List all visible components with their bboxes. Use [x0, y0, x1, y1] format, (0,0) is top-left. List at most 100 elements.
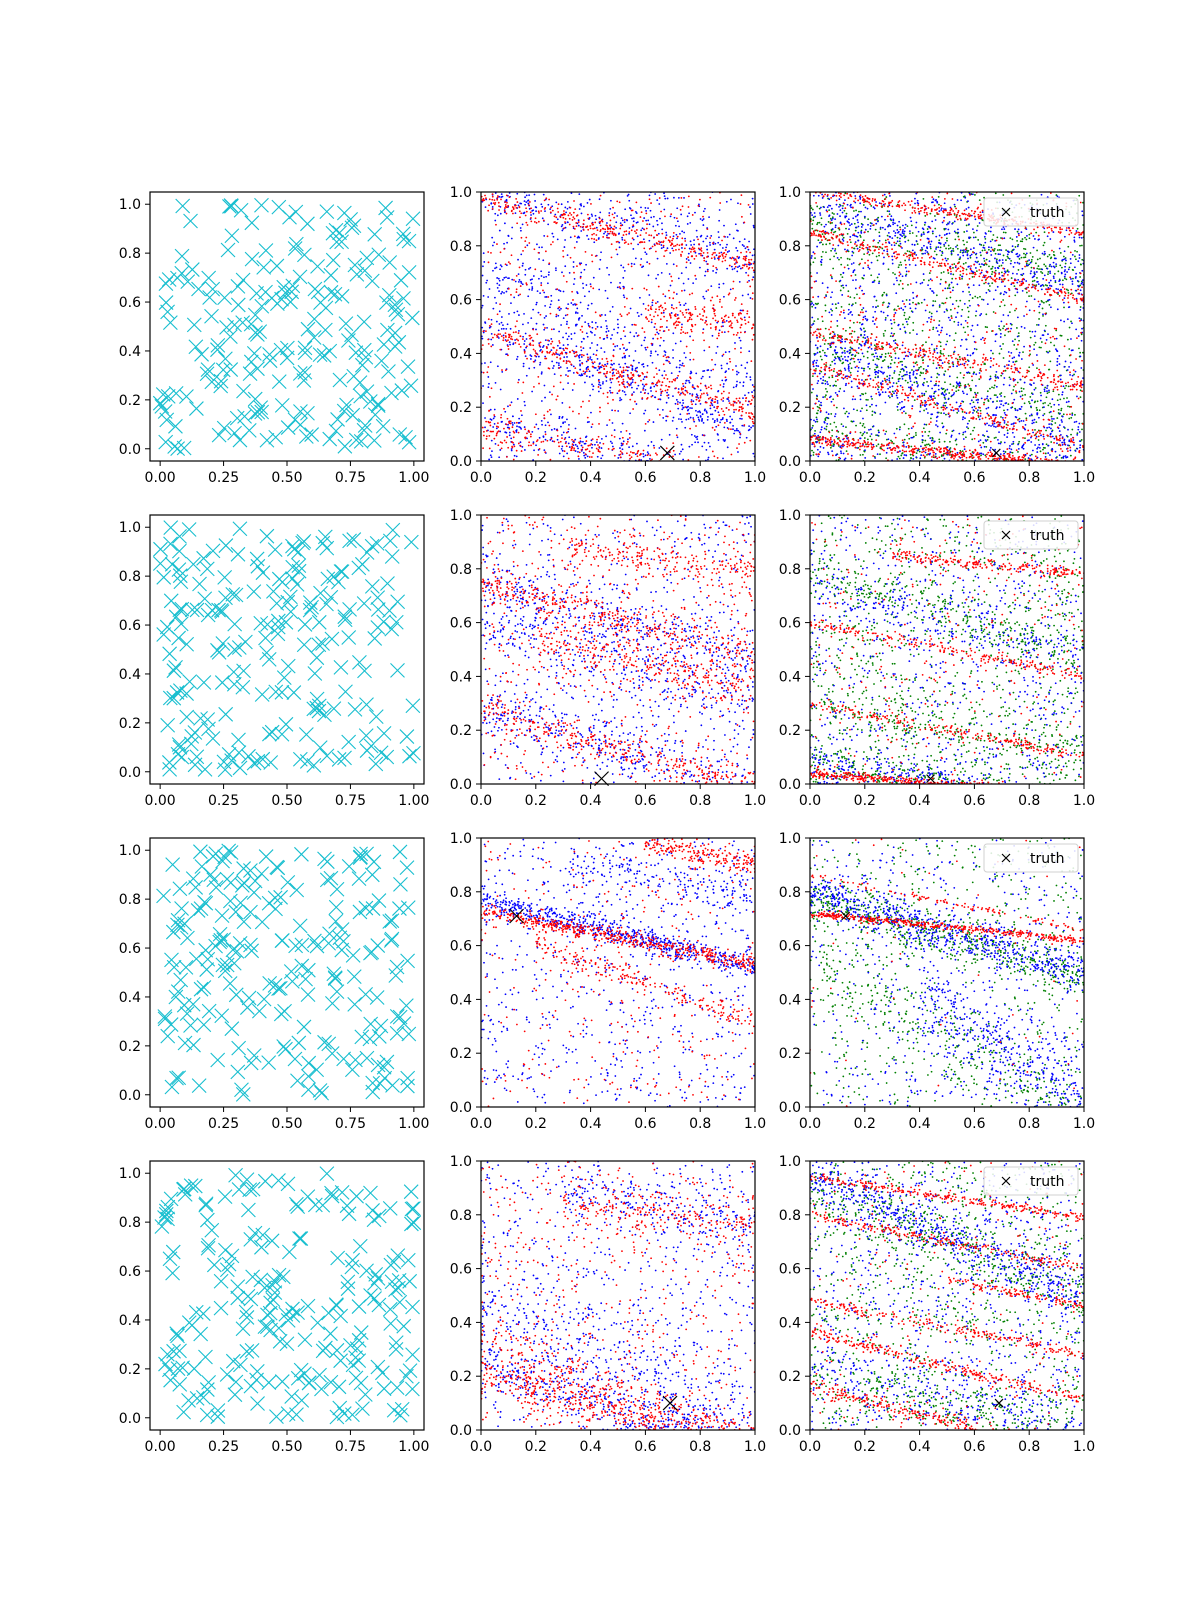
- point: [955, 215, 958, 217]
- point: [732, 482, 734, 484]
- point: [697, 247, 700, 250]
- point: [947, 272, 950, 274]
- point: [491, 236, 494, 239]
- point: [559, 374, 562, 377]
- sample-marker: [380, 322, 395, 338]
- point: [979, 265, 982, 268]
- point: [562, 360, 565, 363]
- point: [504, 201, 507, 203]
- point: [942, 353, 945, 355]
- point: [744, 322, 747, 325]
- point: [1060, 456, 1063, 459]
- point: [507, 423, 509, 426]
- point: [645, 348, 647, 351]
- point: [619, 447, 621, 449]
- point: [623, 391, 626, 393]
- point: [570, 449, 572, 452]
- point: [499, 430, 502, 433]
- point: [495, 434, 498, 437]
- point: [539, 292, 542, 295]
- point: [630, 465, 632, 467]
- point: [866, 356, 869, 359]
- point: [596, 438, 598, 441]
- point: [556, 288, 559, 291]
- point: [664, 389, 667, 392]
- point: [627, 438, 629, 441]
- x-tick-label: 0.25: [208, 470, 239, 486]
- point: [733, 411, 735, 414]
- point: [623, 352, 625, 355]
- point: [962, 239, 965, 242]
- point: [1053, 344, 1056, 347]
- point: [688, 445, 691, 448]
- point: [1014, 246, 1017, 248]
- point: [695, 425, 697, 427]
- point: [1059, 264, 1062, 267]
- point: [569, 369, 571, 372]
- point: [940, 454, 943, 457]
- point: [535, 301, 538, 304]
- point: [1043, 490, 1045, 492]
- point: [524, 268, 527, 271]
- point: [714, 409, 717, 412]
- point: [860, 229, 863, 232]
- point: [569, 206, 572, 209]
- point: [1056, 478, 1058, 480]
- point: [732, 280, 735, 283]
- point: [695, 398, 698, 401]
- point: [1079, 396, 1082, 399]
- point: [710, 387, 713, 390]
- point: [836, 336, 839, 339]
- point: [613, 216, 616, 219]
- sample-marker: [297, 345, 313, 360]
- point: [684, 302, 687, 305]
- point: [862, 422, 865, 425]
- point: [1002, 194, 1005, 196]
- point: [712, 418, 714, 420]
- point: [538, 344, 541, 346]
- sample-marker: [243, 316, 259, 332]
- point: [532, 360, 535, 363]
- point: [519, 293, 522, 296]
- sample-marker: [292, 366, 308, 381]
- point: [490, 439, 493, 442]
- point: [684, 480, 686, 482]
- point: [676, 314, 679, 316]
- point: [619, 366, 622, 369]
- point: [653, 326, 656, 329]
- point: [883, 291, 886, 294]
- point: [500, 447, 503, 450]
- point: [1052, 253, 1055, 256]
- point: [495, 187, 497, 189]
- point: [1065, 384, 1068, 387]
- point: [1030, 258, 1033, 261]
- point: [720, 367, 723, 370]
- point: [1007, 476, 1009, 478]
- point: [1016, 381, 1019, 384]
- point: [724, 468, 726, 470]
- point: [591, 215, 594, 217]
- point: [496, 195, 499, 197]
- point: [853, 296, 856, 299]
- point: [903, 311, 906, 314]
- point: [821, 320, 824, 323]
- point: [949, 296, 952, 299]
- point: [1036, 408, 1039, 411]
- point: [1064, 277, 1066, 280]
- point: [859, 454, 862, 456]
- point: [722, 400, 725, 402]
- point: [858, 246, 861, 249]
- point: [629, 412, 632, 415]
- point: [580, 212, 583, 215]
- point: [484, 417, 486, 419]
- point: [623, 305, 626, 308]
- point: [983, 249, 986, 252]
- point: [488, 288, 491, 290]
- point: [811, 227, 814, 230]
- point: [857, 352, 860, 355]
- point: [552, 346, 555, 349]
- point: [716, 457, 719, 459]
- point: [978, 378, 981, 381]
- point: [520, 253, 523, 256]
- point: [605, 325, 608, 328]
